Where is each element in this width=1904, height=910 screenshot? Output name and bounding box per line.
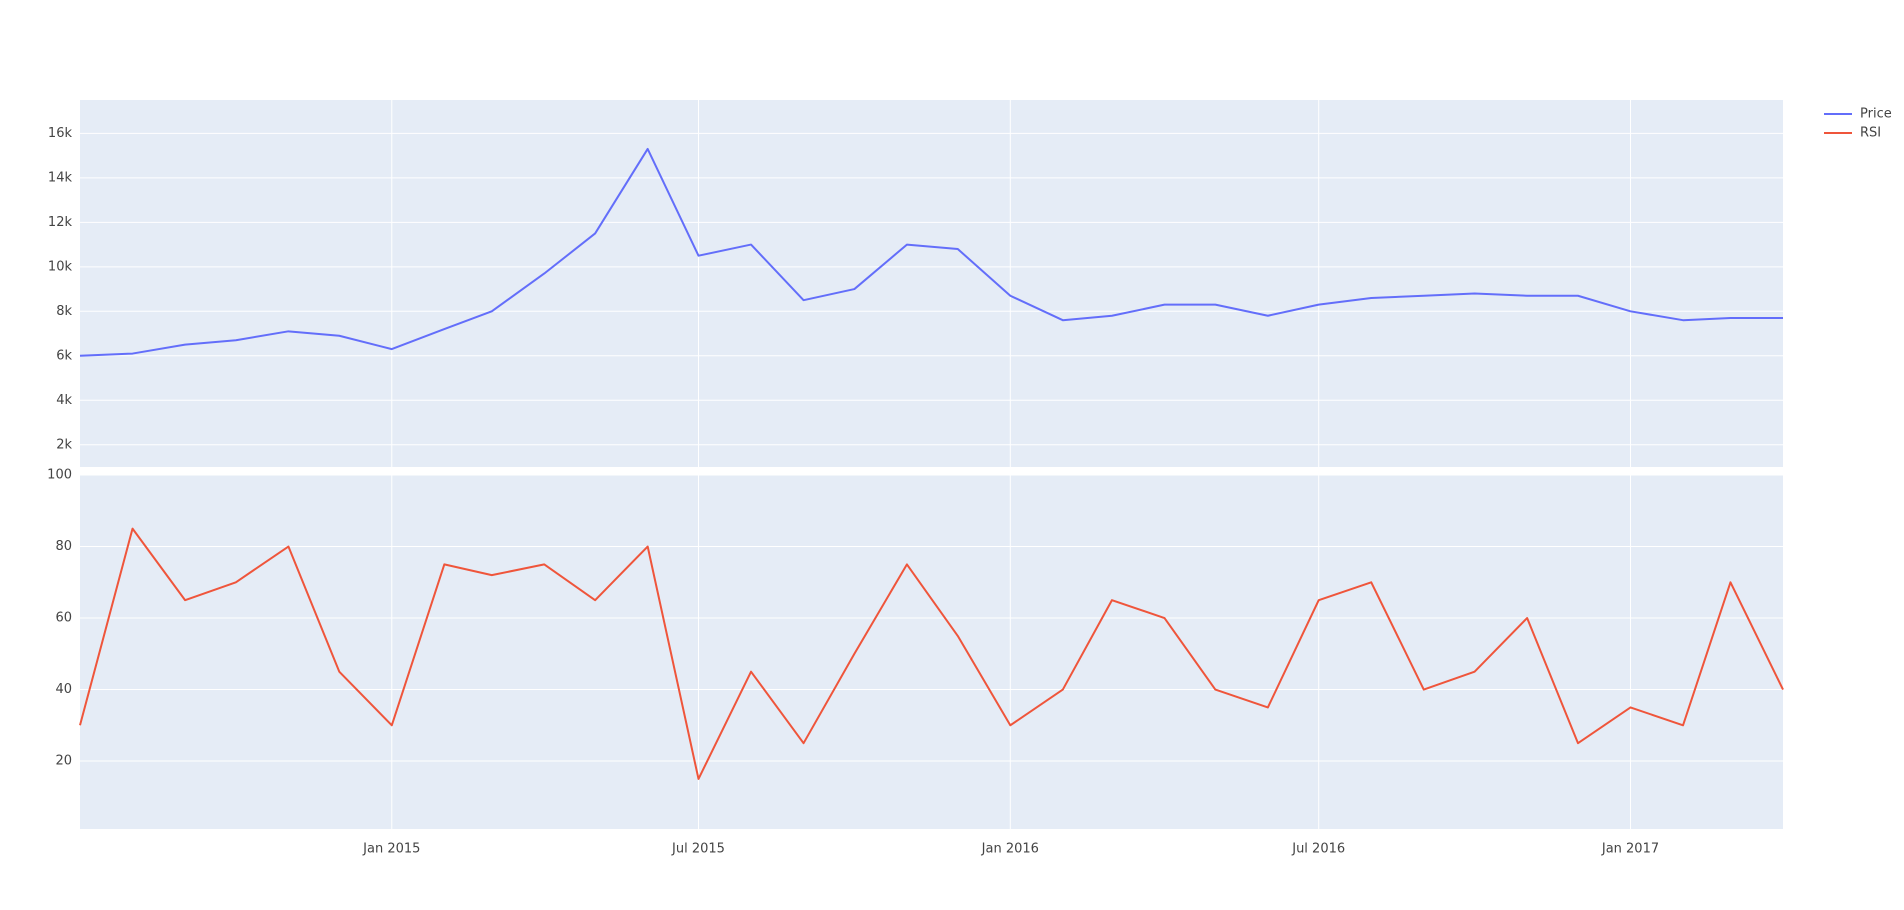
x-tick-label: Jul 2016	[1291, 842, 1345, 857]
plot-background	[80, 475, 1783, 829]
y-tick-label: 100	[47, 468, 72, 483]
price-line	[79, 147, 1783, 357]
y-tick-label: 6k	[56, 348, 72, 363]
y-tick-label: 40	[55, 682, 72, 697]
y-tick-label: 80	[55, 539, 72, 554]
rsi-line	[79, 527, 1784, 780]
y-tick-label: 10k	[48, 259, 73, 274]
legend-label: RSI	[1860, 126, 1881, 141]
x-tick-label: Jul 2015	[671, 842, 725, 857]
y-tick-label: 14k	[48, 170, 73, 185]
y-tick-label: 2k	[56, 437, 72, 452]
y-tick-label: 8k	[56, 304, 72, 319]
x-tick-label: Jan 2016	[981, 842, 1039, 857]
y-tick-label: 16k	[48, 126, 73, 141]
y-tick-label: 4k	[56, 393, 72, 408]
x-tick-label: Jan 2015	[362, 842, 420, 857]
y-tick-label: 60	[55, 611, 72, 626]
x-tick-label: Jan 2017	[1601, 842, 1659, 857]
legend-label: Price	[1860, 107, 1892, 122]
y-tick-label: 20	[55, 754, 72, 769]
plot-background	[80, 100, 1783, 467]
y-tick-label: 12k	[48, 215, 73, 230]
